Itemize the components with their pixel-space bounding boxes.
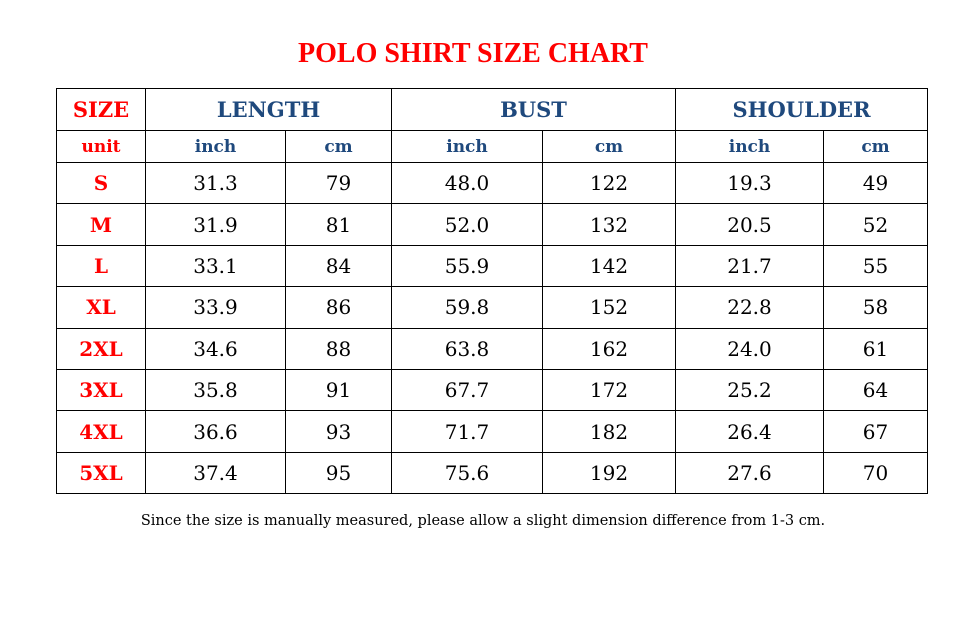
measurement-cell: 79 (285, 161, 392, 205)
measurement-cell: 67 (823, 410, 928, 453)
measurement-cell: 25.2 (675, 368, 824, 412)
measurement-cell: 58 (823, 286, 928, 329)
measurement-cell: 36.6 (145, 410, 286, 453)
size-label: XL (56, 286, 146, 329)
measurement-cell: 21.7 (675, 244, 824, 288)
size-label: S (56, 161, 146, 205)
measurement-cell: 26.4 (675, 410, 824, 453)
unit-label: unit (56, 130, 146, 163)
measurement-cell: 67.7 (391, 368, 543, 412)
measurement-cell: 34.6 (145, 327, 286, 370)
measurement-cell: 22.8 (675, 286, 824, 329)
table-row: M 31.9 81 52.0 132 20.5 52 (56, 203, 928, 246)
measurement-cell: 31.9 (145, 203, 286, 246)
measurement-cell: 55 (823, 244, 928, 288)
measurement-cell: 33.1 (145, 244, 286, 288)
table-row: 4XL 36.6 93 71.7 182 26.4 67 (56, 410, 928, 453)
size-label: 5XL (56, 451, 146, 495)
measurement-cell: 20.5 (675, 203, 824, 246)
unit-cell: cm (285, 130, 392, 163)
measurement-cell: 27.6 (675, 451, 824, 495)
unit-row: unit inch cm inch cm inch cm (56, 130, 928, 163)
measurement-cell: 33.9 (145, 286, 286, 329)
measurement-cell: 132 (542, 203, 676, 246)
length-header: LENGTH (145, 88, 392, 131)
measurement-cell: 142 (542, 244, 676, 288)
unit-cell: cm (823, 130, 928, 163)
measurement-cell: 182 (542, 410, 676, 453)
measurement-cell: 91 (285, 368, 392, 412)
measurement-cell: 122 (542, 161, 676, 205)
bust-header: BUST (391, 88, 676, 131)
measurement-cell: 19.3 (675, 161, 824, 205)
measurement-cell: 63.8 (391, 327, 543, 370)
table-row: XL 33.9 86 59.8 152 22.8 58 (56, 286, 928, 329)
unit-cell: cm (542, 130, 676, 163)
page-title: POLO SHIRT SIZE CHART (298, 38, 648, 69)
measurement-cell: 64 (823, 368, 928, 412)
measurement-cell: 55.9 (391, 244, 543, 288)
size-label: 4XL (56, 410, 146, 453)
unit-cell: inch (391, 130, 543, 163)
measurement-cell: 48.0 (391, 161, 543, 205)
header-row: SIZE LENGTH BUST SHOULDER (56, 88, 928, 131)
measurement-cell: 52 (823, 203, 928, 246)
measurement-cell: 49 (823, 161, 928, 205)
measurement-cell: 93 (285, 410, 392, 453)
measurement-cell: 75.6 (391, 451, 543, 495)
size-chart-table: SIZE LENGTH BUST SHOULDER unit inch cm inch… (56, 88, 928, 495)
measurement-cell: 162 (542, 327, 676, 370)
measurement-cell: 152 (542, 286, 676, 329)
unit-cell: inch (145, 130, 286, 163)
unit-cell: inch (675, 130, 824, 163)
measurement-cell: 70 (823, 451, 928, 495)
measurement-cell: 71.7 (391, 410, 543, 453)
measurement-cell: 31.3 (145, 161, 286, 205)
size-label: 2XL (56, 327, 146, 370)
table-row: 2XL 34.6 88 63.8 162 24.0 61 (56, 327, 928, 370)
measurement-cell: 24.0 (675, 327, 824, 370)
measurement-cell: 81 (285, 203, 392, 246)
measurement-cell: 192 (542, 451, 676, 495)
measurement-cell: 86 (285, 286, 392, 329)
measurement-cell: 35.8 (145, 368, 286, 412)
measurement-note: Since the size is manually measured, ple… (140, 513, 826, 529)
size-label: L (56, 244, 146, 288)
measurement-cell: 95 (285, 451, 392, 495)
measurement-cell: 172 (542, 368, 676, 412)
size-label: 3XL (56, 368, 146, 412)
size-label: M (56, 203, 146, 246)
measurement-cell: 88 (285, 327, 392, 370)
table-row: S 31.3 79 48.0 122 19.3 49 (56, 161, 928, 205)
table-row: 3XL 35.8 91 67.7 172 25.2 64 (56, 368, 928, 412)
measurement-cell: 37.4 (145, 451, 286, 495)
shoulder-header: SHOULDER (675, 88, 928, 131)
measurement-cell: 84 (285, 244, 392, 288)
table-row: 5XL 37.4 95 75.6 192 27.6 70 (56, 451, 928, 495)
size-header: SIZE (56, 88, 146, 131)
measurement-cell: 52.0 (391, 203, 543, 246)
measurement-cell: 59.8 (391, 286, 543, 329)
measurement-cell: 61 (823, 327, 928, 370)
table-row: L 33.1 84 55.9 142 21.7 55 (56, 244, 928, 288)
